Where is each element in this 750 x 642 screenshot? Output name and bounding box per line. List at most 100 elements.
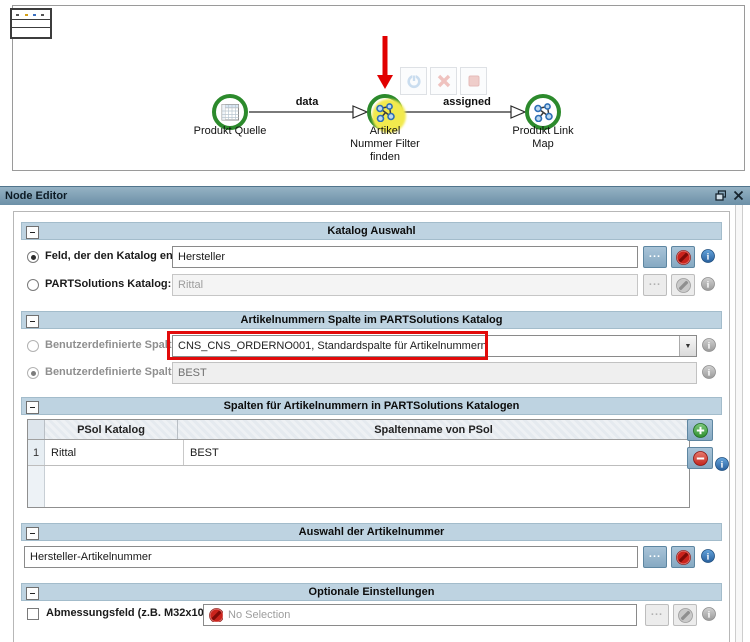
close-icon[interactable] [733,190,744,201]
group-header-artikelnummern-spalte: Artikelnummern Spalte im PARTSolutions K… [21,311,722,329]
clear-selection-button-disabled [671,274,695,296]
radio-feld-katalog[interactable] [27,251,39,263]
abmessungsfeld-checkbox[interactable] [27,608,39,620]
info-icon[interactable] [701,549,715,563]
node-label: Artikel Nummer Filter finden [350,125,420,163]
network-icon [375,102,395,122]
radio-benutzerdefinierte-spalte-2 [27,367,39,379]
group-title: Auswahl der Artikelnummer [298,526,445,538]
remove-row-button[interactable] [687,447,713,469]
info-icon-disabled [701,277,715,291]
overview-divider [12,19,50,20]
workflow-canvas[interactable]: Produkt Quelle Artikel Nummer Filter fin… [12,5,745,171]
clear-selection-button[interactable] [671,246,695,268]
chevron-down-icon[interactable]: ▼ [679,336,696,356]
no-entry-icon [677,607,693,623]
network-icon [533,102,553,122]
info-icon[interactable] [701,249,715,263]
dropdown-value: CNS_CNS_ORDERNO001, Standardspalte für A… [178,340,487,352]
collapse-icon[interactable] [26,315,39,328]
node-produkt-quelle[interactable] [212,94,248,130]
group-header-optionale-einstellungen: Optionale Einstellungen [21,583,722,601]
browse-button-disabled: ... [643,274,667,296]
no-entry-icon [675,277,691,293]
add-row-button[interactable] [687,419,713,441]
no-entry-icon [675,249,691,265]
browse-button-disabled: ... [645,604,669,626]
clear-selection-button-disabled [673,604,697,626]
column-header-psol-katalog: PSol Katalog [45,420,178,439]
info-icon[interactable] [715,457,729,471]
collapse-icon[interactable] [26,587,39,600]
overview-thumbnail-marks [33,14,36,16]
group-title: Optionale Einstellungen [308,586,435,598]
clear-selection-button[interactable] [671,546,695,568]
node-editor-titlebar[interactable]: Node Editor [0,186,750,205]
row-number-cell: 1 [28,440,45,465]
best-field: BEST [172,362,697,384]
info-icon-disabled [702,338,716,352]
collapse-icon[interactable] [26,226,39,239]
no-selection-text: No Selection [228,609,291,621]
cell-psol-katalog[interactable]: Rittal [45,440,184,465]
table-icon [221,103,239,120]
checkbox-label: Abmessungsfeld (z.B. M32x100): [46,607,218,619]
stop-button[interactable] [460,67,487,95]
collapse-icon[interactable] [26,401,39,414]
hersteller-field[interactable]: Hersteller [172,246,638,268]
browse-button[interactable]: ... [643,546,667,568]
arrowhead-icon [352,105,369,119]
edge-label-assigned: assigned [443,96,491,108]
group-title: Katalog Auswahl [327,225,416,237]
float-window-icon[interactable] [715,190,726,201]
table-corner-cell [28,420,45,439]
radio-partsolutions-katalog[interactable] [27,279,39,291]
group-title: Spalten für Artikelnummern in PARTSoluti… [223,400,520,412]
radio-benutzerdefinierte-spalte-1 [27,340,39,352]
edge-label-data: data [295,96,319,108]
rittal-field: Rittal [172,274,638,296]
info-icon-disabled [702,607,716,621]
info-icon-disabled [702,365,716,379]
annotation-red-arrow [377,36,393,89]
reset-button[interactable] [400,67,427,95]
node-label: Produkt Link Map [512,125,574,150]
no-entry-icon [675,549,691,565]
panel-title: Node Editor [5,190,68,202]
collapse-icon[interactable] [26,527,39,540]
workflow-connectors [249,36,527,119]
node-label: Produkt Quelle [193,125,267,137]
node-artikel-nummer-filter[interactable] [367,94,403,130]
table-row[interactable]: 1 Rittal BEST [28,440,689,466]
group-header-spalten-tabelle: Spalten für Artikelnummern in PARTSoluti… [21,397,722,415]
node-toolbar-disabled [400,67,487,95]
vertical-scrollbar[interactable] [735,204,743,642]
radio-label: PARTSolutions Katalog: [45,278,172,290]
overview-thumbnail-marks [25,14,28,16]
table-header-row: PSol Katalog Spaltenname von PSol [28,420,689,440]
overview-thumbnail-marks [16,14,19,16]
radio-label: Benutzerdefinierte Spalte: [45,366,182,378]
radio-label: Feld, der den Katalog enthält: [45,250,200,262]
workflow-overview-widget[interactable] [10,8,52,39]
column-header-spaltenname: Spaltenname von PSol [374,423,493,436]
abmessungsfeld-field: No Selection [203,604,637,626]
arrowhead-icon [510,105,527,119]
radio-label: Benutzerdefinierte Spalte: [45,339,182,351]
cancel-button[interactable] [430,67,457,95]
artikelnummer-field[interactable]: Hersteller-Artikelnummer [24,546,638,568]
spalte-dropdown[interactable]: CNS_CNS_ORDERNO001, Standardspalte für A… [172,335,697,357]
overview-divider [12,27,50,28]
browse-button[interactable]: ... [643,246,667,268]
minus-icon [692,450,708,466]
group-header-auswahl-artikelnummer: Auswahl der Artikelnummer [21,523,722,541]
no-entry-icon [209,608,223,622]
plus-icon [692,422,708,438]
overview-thumbnail-marks [41,14,44,16]
spalten-table[interactable]: PSol Katalog Spaltenname von PSol 1 Ritt… [27,419,690,508]
cell-spaltenname[interactable]: BEST [190,446,219,459]
group-title: Artikelnummern Spalte im PARTSolutions K… [240,314,503,326]
node-produkt-link-map[interactable] [525,94,561,130]
group-header-katalog-auswahl: Katalog Auswahl [21,222,722,240]
